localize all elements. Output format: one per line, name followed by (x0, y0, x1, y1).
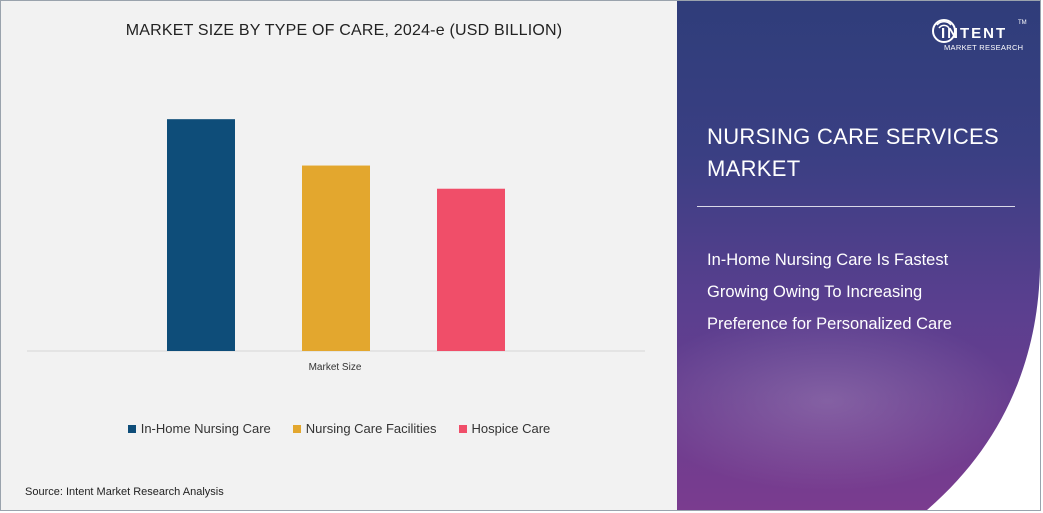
source-note: Source: Intent Market Research Analysis (25, 486, 224, 498)
legend-item-facilities: Nursing Care Facilities (292, 421, 437, 436)
world-map-glow (677, 311, 1017, 491)
legend-item-hospice: Hospice Care (458, 421, 551, 436)
report-panel: INTENT TM MARKET RESEARCH NURSING CARE S… (677, 1, 1040, 510)
legend-swatch (292, 424, 301, 433)
divider (697, 206, 1015, 207)
legend: In-Home Nursing Care Nursing Care Facili… (1, 421, 677, 436)
bar-facilities (302, 165, 370, 351)
legend-swatch (127, 424, 136, 433)
legend-item-in-home: In-Home Nursing Care (127, 421, 271, 436)
chart-title: MARKET SIZE BY TYPE OF CARE, 2024-e (USD… (125, 22, 563, 39)
white-curve (927, 251, 1040, 510)
legend-label: In-Home Nursing Care (140, 421, 271, 436)
bar-hospice (437, 188, 505, 351)
brand-logo-icon (932, 19, 956, 43)
legend-label: Nursing Care Facilities (305, 421, 437, 436)
legend-label: Hospice Care (471, 421, 551, 436)
chart-panel: MARKET SIZE BY TYPE OF CARE, 2024-e (USD… (1, 1, 677, 510)
bar-chart: Market Size (27, 119, 645, 373)
decorative-curve (677, 251, 1040, 510)
brand-name: INTENT (941, 25, 1008, 42)
brand-trademark: TM (1018, 20, 1027, 26)
legend-swatch (458, 424, 467, 433)
brand-subtitle: MARKET RESEARCH (944, 43, 1024, 52)
key-highlight: In-Home Nursing Care Is Fastest Growing … (707, 251, 952, 333)
report-title: NURSING CARE SERVICES MARKET (707, 124, 999, 181)
bar-in-home (167, 119, 235, 351)
bar-group (167, 119, 505, 351)
x-tick-label: Market Size (309, 362, 362, 373)
